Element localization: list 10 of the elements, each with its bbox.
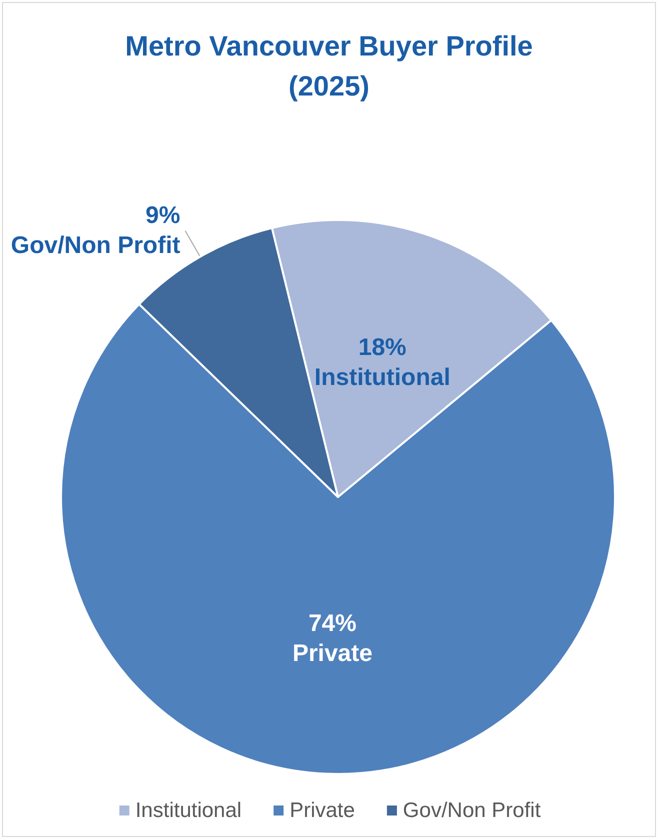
chart-title: Metro Vancouver Buyer Profile (2025) [125,30,533,102]
slice-label: Private [292,640,372,667]
data-label: 9% [146,202,180,230]
legend-label: Institutional [135,799,242,822]
data-label: 74% [308,610,356,637]
slice-label: Gov/Non Profit [10,232,180,260]
data-label: 18% [358,334,406,362]
legend-label: Gov/Non Profit [402,799,541,822]
legend-label: Private [290,799,355,822]
slice-label: Institutional [314,364,450,392]
